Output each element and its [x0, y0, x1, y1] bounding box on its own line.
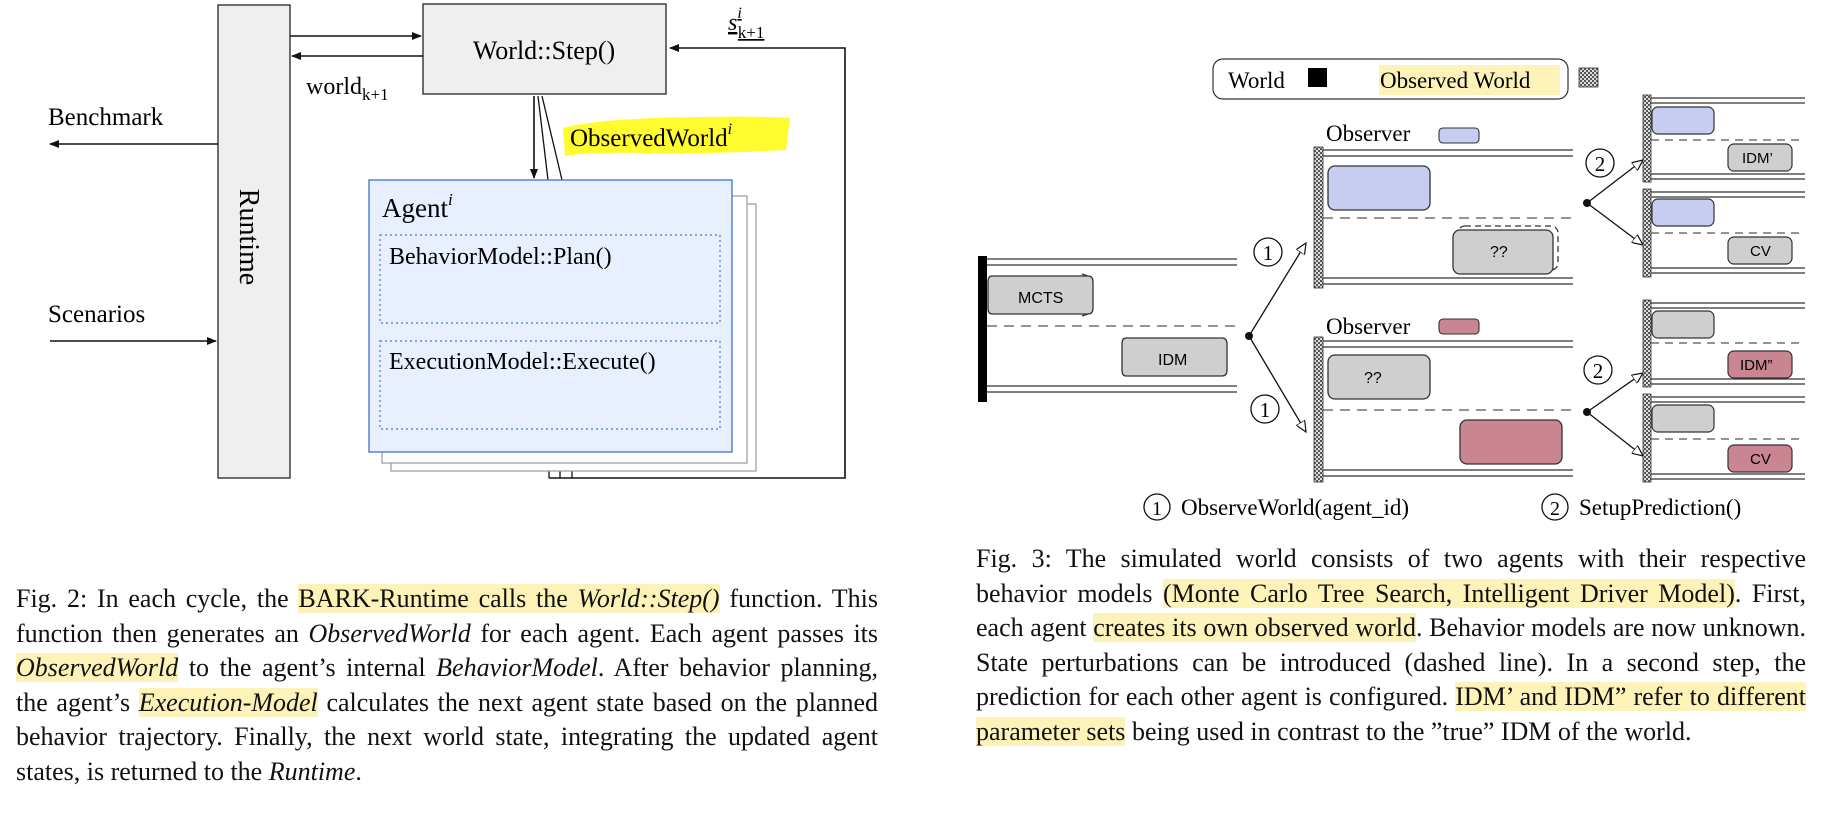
- step1-bottom-num: 1: [1260, 398, 1271, 422]
- observer-top-self-car: [1327, 165, 1431, 211]
- idm-prime-car: [1727, 143, 1793, 172]
- idm-dprime-label: IDM”: [1740, 357, 1773, 374]
- branch-top-arrow: [1248, 243, 1306, 337]
- observer-bottom-icon: [1438, 318, 1480, 335]
- state-label: si k+1: [728, 5, 764, 42]
- step2-legend-num: 2: [1550, 498, 1560, 520]
- step2-top-num: 2: [1595, 152, 1606, 176]
- fig2-diagram: Runtime World::Step() worldk+1 Benchmark…: [48, 3, 846, 479]
- observer-bottom-bar: [1313, 336, 1324, 483]
- cv-top-car: [1727, 236, 1793, 265]
- branch-bottom-arrow: [1248, 335, 1306, 432]
- step1-legend-text: ObserveWorld(agent_id): [1181, 495, 1409, 520]
- execution-model-box: [379, 340, 721, 430]
- world-step-label: World::Step(): [473, 36, 615, 65]
- idm-label: IDM: [1158, 352, 1187, 369]
- idm-car: [1121, 337, 1228, 377]
- legend-observed-label: Observed World: [1380, 68, 1531, 93]
- agent-label: Agenti: [382, 190, 453, 223]
- state-return-arrow: [549, 44, 846, 479]
- world-next-label: worldk+1: [306, 74, 389, 104]
- execution-label: ExecutionModel::Execute(): [389, 349, 656, 375]
- observer-top-unknown: ??: [1490, 244, 1508, 261]
- observer-top-icon: [1438, 127, 1480, 144]
- observed-world-label: ObservedWorldi: [570, 121, 732, 152]
- observed-world-highlight: [563, 116, 790, 156]
- legend-observed-highlight: [1379, 65, 1560, 95]
- idm-dprime-car: [1727, 350, 1793, 379]
- cv-bottom-car: [1727, 444, 1793, 473]
- fig2-caption: Fig. 2: In each cycle, the BARK-Runtime …: [16, 584, 879, 786]
- cv-bottom-label: CV: [1750, 451, 1771, 468]
- world-road-bar: [978, 256, 987, 402]
- idm-prime-label: IDM’: [1742, 150, 1773, 167]
- benchmark-label: Benchmark: [48, 104, 164, 131]
- observer-bottom-self-car: [1459, 419, 1563, 465]
- agent-box: [368, 179, 733, 453]
- step2-bottom-num: 2: [1593, 359, 1604, 383]
- step1-legend-num: 1: [1152, 498, 1162, 520]
- behavior-plan-label: BehaviorModel::Plan(): [389, 244, 612, 270]
- fig3-diagram: World Observed World MCTS IDM 1 1 Observ…: [978, 58, 1805, 521]
- runtime-block: [217, 4, 291, 479]
- behavior-model-box: [379, 234, 721, 324]
- observer-bottom-other-car: [1327, 354, 1431, 400]
- step1-top-num: 1: [1263, 241, 1274, 265]
- runtime-label: Runtime: [233, 189, 264, 285]
- cv-top-label: CV: [1750, 243, 1771, 260]
- mcts-car: [987, 273, 1094, 317]
- scenarios-label: Scenarios: [48, 301, 145, 328]
- mcts-label: MCTS: [1018, 290, 1063, 307]
- observer-bottom-unknown: ??: [1364, 370, 1382, 387]
- legend-world-label: World: [1228, 68, 1285, 93]
- fig3-caption: Fig. 3: The simulated world consists of …: [976, 544, 1807, 746]
- observer-top-label: Observer: [1326, 121, 1411, 146]
- observer-top-bar: [1313, 146, 1324, 289]
- legend-observed-swatch: [1578, 67, 1599, 88]
- world-step-box: [422, 3, 667, 95]
- observer-top-other-car: [1452, 229, 1554, 275]
- observer-bottom-label: Observer: [1326, 314, 1411, 339]
- legend-world-swatch: [1308, 68, 1327, 87]
- step2-legend-text: SetupPrediction(): [1579, 495, 1741, 520]
